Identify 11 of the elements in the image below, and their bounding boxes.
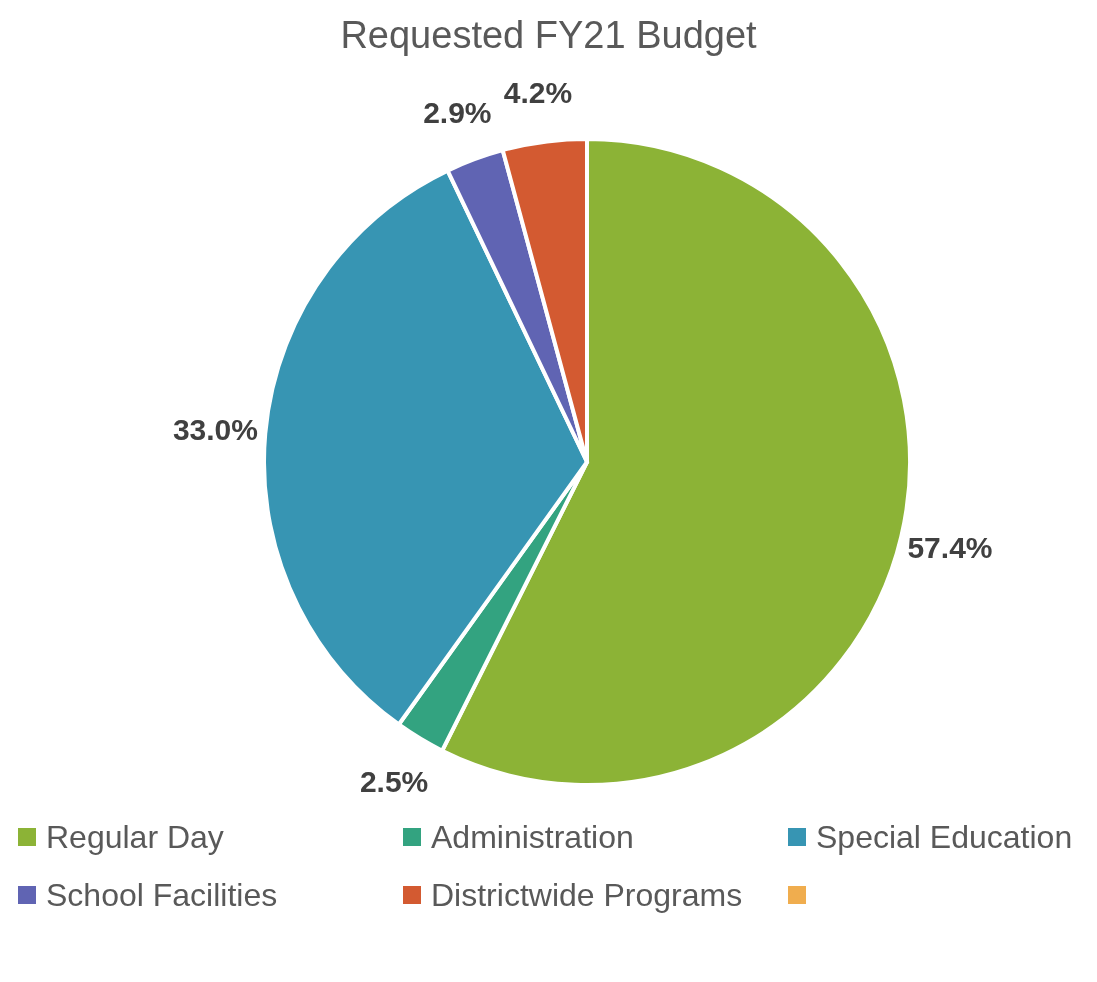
- legend-label: School Facilities: [46, 876, 278, 914]
- legend-label: Special Education: [816, 818, 1073, 856]
- chart-title: Requested FY21 Budget: [339, 13, 758, 57]
- legend-label: Regular Day: [46, 818, 224, 856]
- legend-label: Administration: [431, 818, 634, 856]
- data-label: 4.2%: [503, 75, 573, 109]
- data-label: 33.0%: [172, 412, 258, 446]
- data-label: 2.9%: [423, 95, 492, 129]
- data-label: 57.4%: [907, 531, 993, 565]
- legend-label: Districtwide Programs: [431, 876, 743, 914]
- data-label: 2.5%: [359, 764, 429, 798]
